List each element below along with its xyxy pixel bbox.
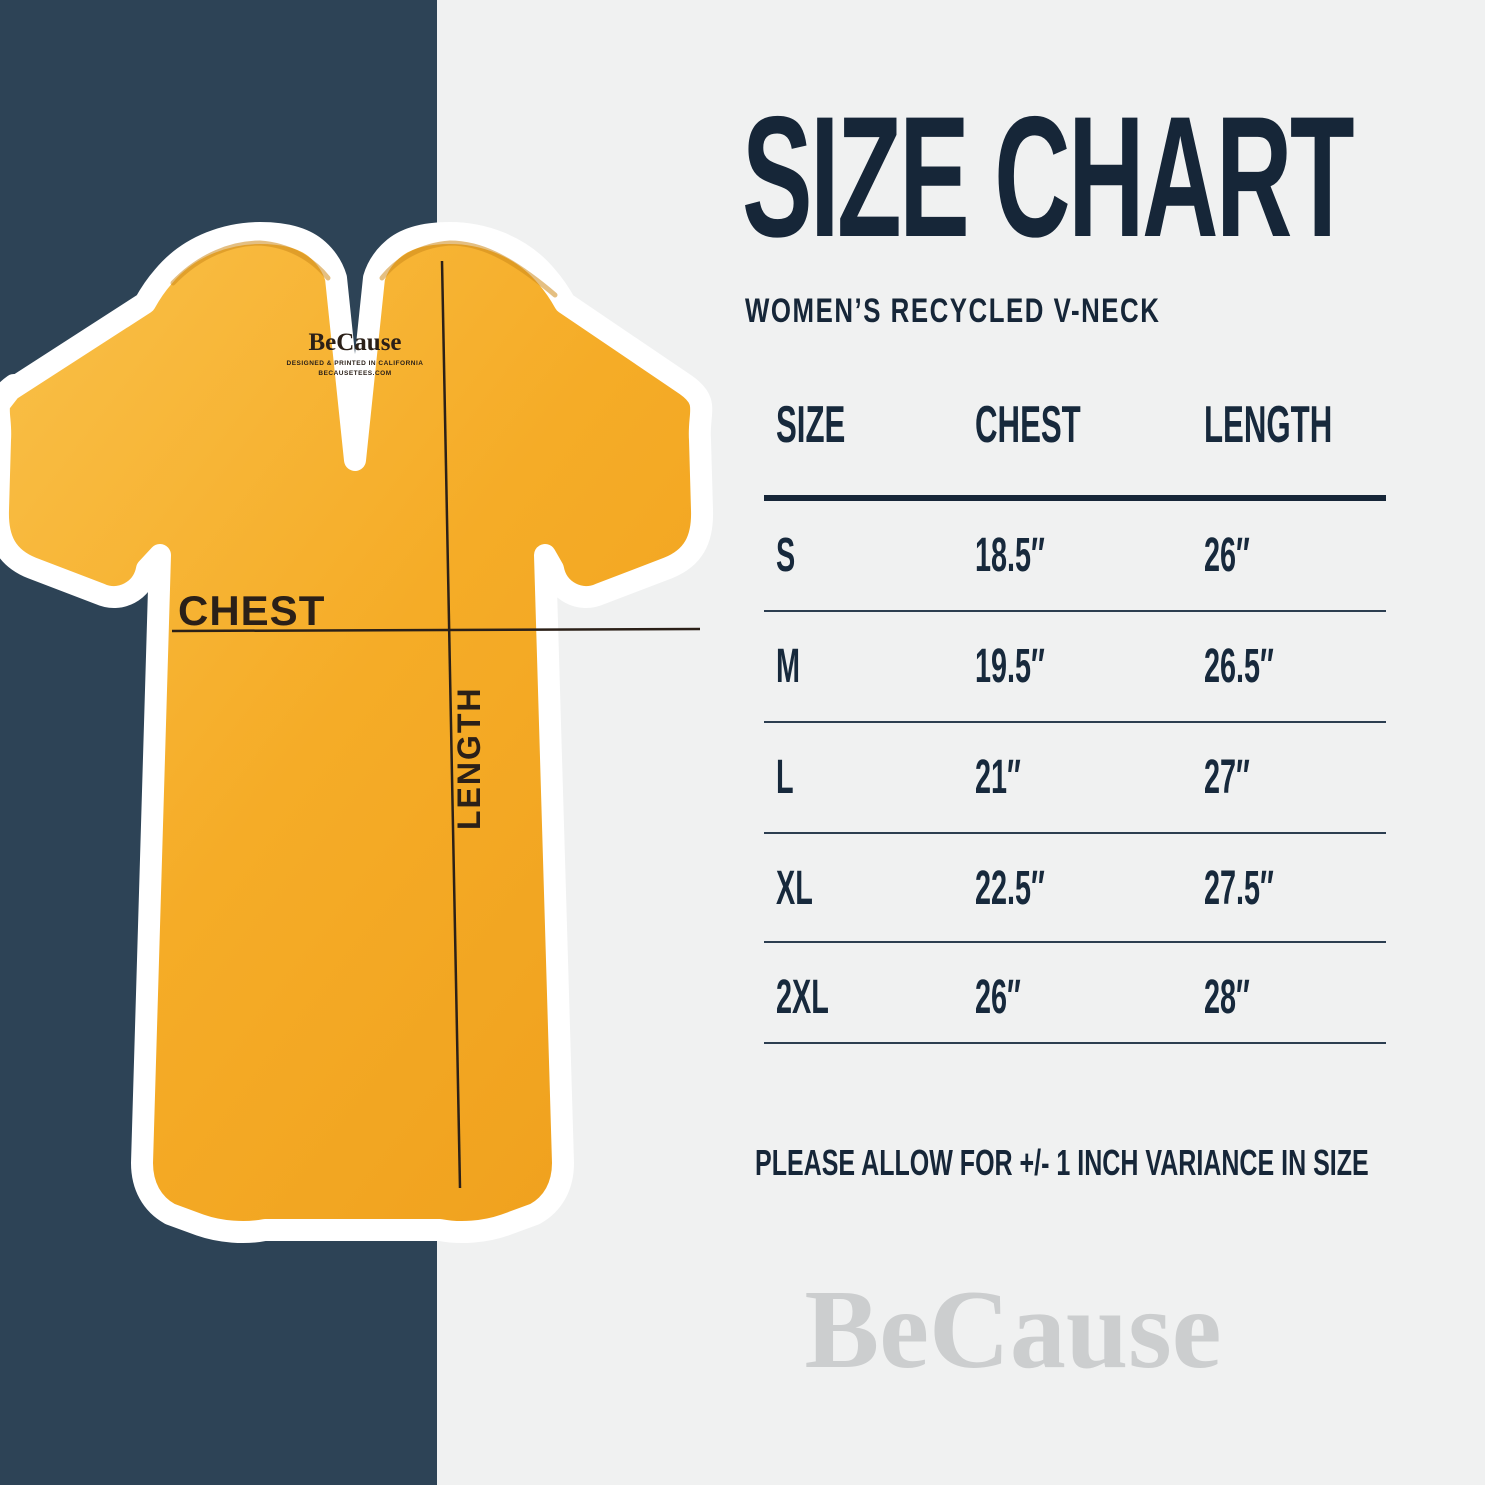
svg-text:CHEST: CHEST [178, 587, 325, 634]
svg-text:DESIGNED & PRINTED IN CALIFORN: DESIGNED & PRINTED IN CALIFORNIA [287, 360, 424, 367]
svg-text:BeCause: BeCause [308, 329, 401, 356]
svg-text:LENGTH: LENGTH [451, 686, 487, 830]
svg-text:BECAUSETEES.COM: BECAUSETEES.COM [318, 370, 391, 377]
